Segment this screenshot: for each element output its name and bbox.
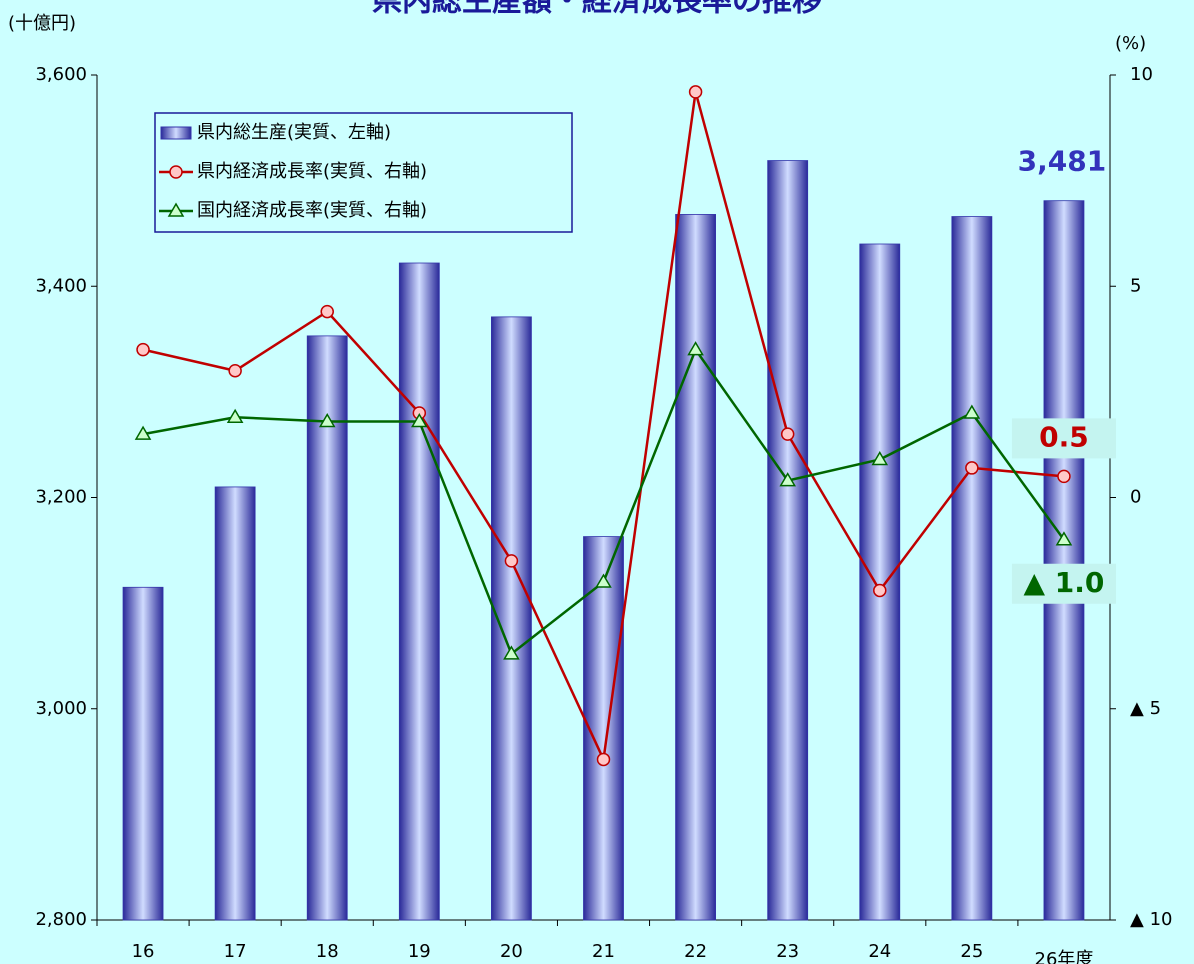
y-tick-label: 3,200 (35, 487, 87, 508)
bar (306, 335, 348, 921)
marker (169, 165, 183, 179)
marker (503, 645, 520, 660)
data-label-bg (1011, 418, 1116, 459)
marker (320, 304, 334, 319)
marker (871, 450, 889, 466)
y2-axis-label: (%) (1115, 33, 1146, 54)
marker (596, 752, 611, 767)
x-tick-label: 16 (132, 941, 155, 962)
marker (963, 404, 981, 419)
y-tick-label: 3,000 (35, 698, 87, 719)
marker (1055, 531, 1073, 546)
marker (1057, 469, 1071, 484)
marker (687, 341, 704, 356)
y-tick-label: 2,800 (35, 909, 87, 930)
legend-label: 県内総生産(実質、左軸) (197, 122, 391, 143)
bar (767, 160, 809, 921)
y-tick-label: 3,400 (35, 275, 87, 296)
marker (504, 554, 519, 568)
marker (688, 85, 703, 99)
bar (1043, 200, 1085, 921)
legend-label: 県内経済成長率(実質、右軸) (197, 161, 427, 182)
marker (780, 427, 795, 441)
x-tick-label: 22 (684, 941, 707, 962)
data-label-bg (1011, 563, 1116, 604)
marker (965, 461, 979, 475)
x-tick-label: 21 (592, 941, 615, 962)
x-tick-label: 19 (408, 941, 431, 962)
y2-tick-label: 5 (1130, 275, 1141, 296)
bar (951, 216, 993, 921)
y2-tick-label: ▲ 5 (1130, 698, 1161, 719)
x-tick-label: 18 (316, 941, 339, 962)
marker (167, 202, 185, 217)
data-label: ▲ 1.0 (1024, 566, 1105, 599)
chart-title: 県内総生産額・経済成長率の推移 (372, 0, 822, 19)
legend-swatch (160, 126, 192, 140)
x-tick-label: 20 (500, 941, 523, 962)
marker (226, 408, 244, 423)
x-tick-label: 17 (224, 941, 247, 962)
bar (859, 243, 901, 921)
marker (595, 573, 612, 588)
legend-box (154, 112, 573, 233)
x-tick-label: 25 (960, 941, 983, 962)
marker (136, 342, 150, 357)
marker (779, 472, 796, 487)
y-tick-label: 3,600 (35, 64, 87, 85)
marker (134, 425, 152, 440)
data-label: 3,481 (1018, 145, 1107, 178)
x-tick-label: 26年度 (1035, 949, 1094, 964)
bar (122, 586, 164, 921)
bar (398, 262, 440, 921)
legend-label: 国内経済成長率(実質、右軸) (197, 200, 427, 221)
y-axis-label: (十億円) (8, 13, 76, 34)
y2-tick-label: ▲ 10 (1130, 909, 1172, 930)
marker (411, 412, 428, 428)
marker (228, 364, 242, 378)
data-label: 0.5 (1039, 420, 1089, 453)
bar (214, 486, 256, 921)
x-tick-label: 24 (868, 941, 891, 962)
y2-tick-label: 0 (1130, 487, 1141, 508)
bar (675, 214, 716, 921)
y2-tick-label: 10 (1130, 64, 1153, 85)
x-tick-label: 23 (776, 941, 799, 962)
marker (318, 412, 336, 428)
marker (873, 583, 887, 598)
